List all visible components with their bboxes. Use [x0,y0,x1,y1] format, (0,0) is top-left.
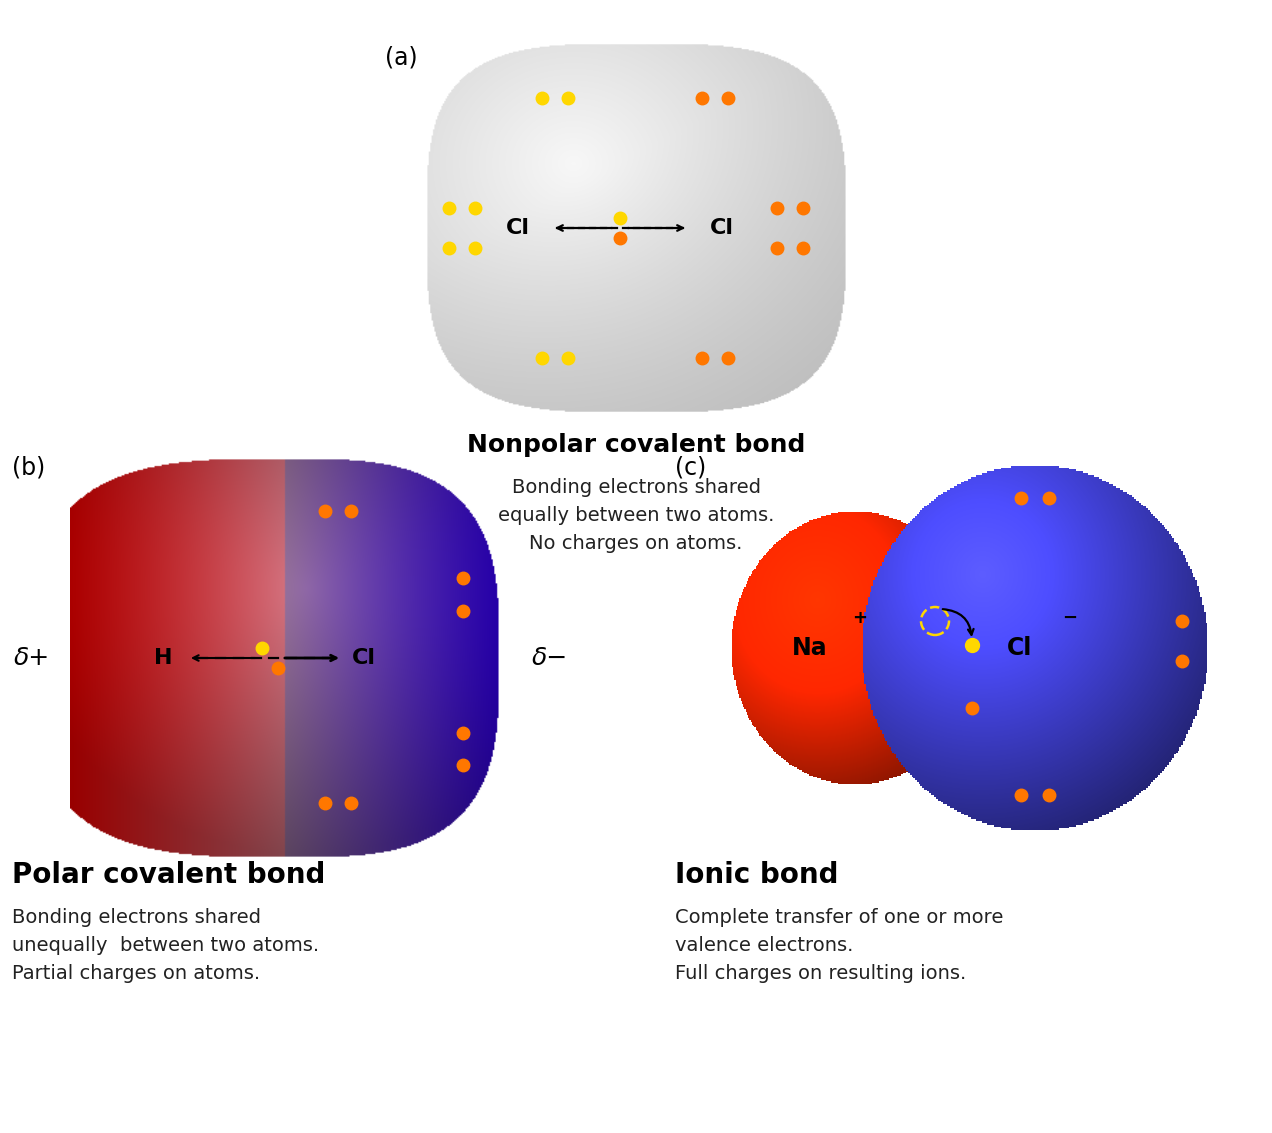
Text: Cl: Cl [352,648,377,668]
Text: Nonpolar covalent bond: Nonpolar covalent bond [467,433,805,457]
Text: Cl: Cl [1007,636,1033,661]
Text: Bonding electrons shared
equally between two atoms.
No charges on atoms.: Bonding electrons shared equally between… [497,478,775,553]
Text: Bonding electrons shared
unequally  between two atoms.
Partial charges on atoms.: Bonding electrons shared unequally betwe… [11,908,319,983]
Text: δ−: δ− [532,646,569,670]
Text: (b): (b) [11,455,46,480]
Text: Polar covalent bond: Polar covalent bond [11,861,326,889]
Text: Na: Na [792,636,828,661]
Text: Cl: Cl [710,218,734,238]
Text: −: − [1062,610,1077,627]
Text: Complete transfer of one or more
valence electrons.
Full charges on resulting io: Complete transfer of one or more valence… [675,908,1004,983]
Text: (a): (a) [385,46,417,70]
Text: Cl: Cl [506,218,530,238]
Text: +: + [852,610,868,627]
Text: H: H [154,648,172,668]
Text: (c): (c) [675,455,706,480]
Text: δ+: δ+ [14,646,50,670]
Text: Ionic bond: Ionic bond [675,861,838,889]
